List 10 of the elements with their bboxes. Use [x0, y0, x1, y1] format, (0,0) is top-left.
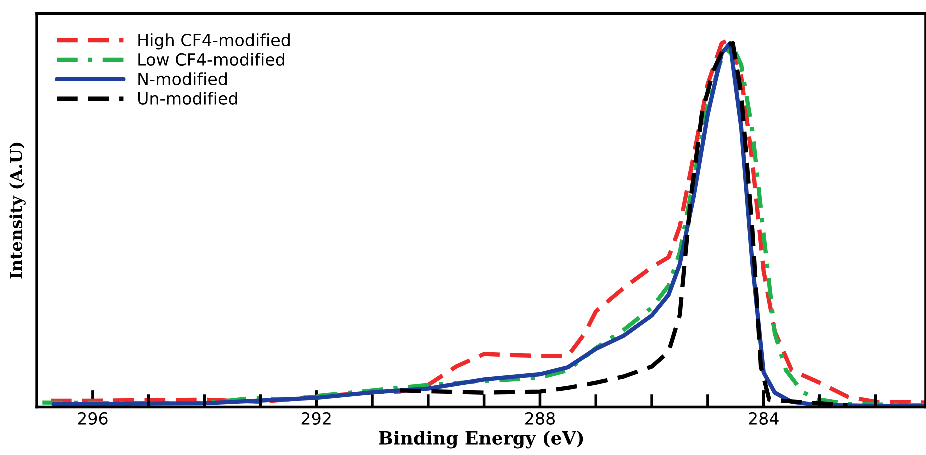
legend-label: Low CF4-modified [138, 53, 284, 66]
x-tick-label: 284 [749, 412, 779, 425]
x-tick-label: 292 [302, 412, 331, 425]
x-axis-title: Binding Energy (eV) [379, 430, 584, 449]
x-tick-label: 288 [526, 412, 555, 425]
x-tick-label: 296 [78, 412, 108, 425]
legend-label: Un-modified [138, 92, 238, 105]
legend-label: N-modified [138, 72, 227, 86]
legend-label: High CF4-modified [138, 34, 290, 50]
y-axis-title: Intensity (A.U) [10, 142, 26, 279]
